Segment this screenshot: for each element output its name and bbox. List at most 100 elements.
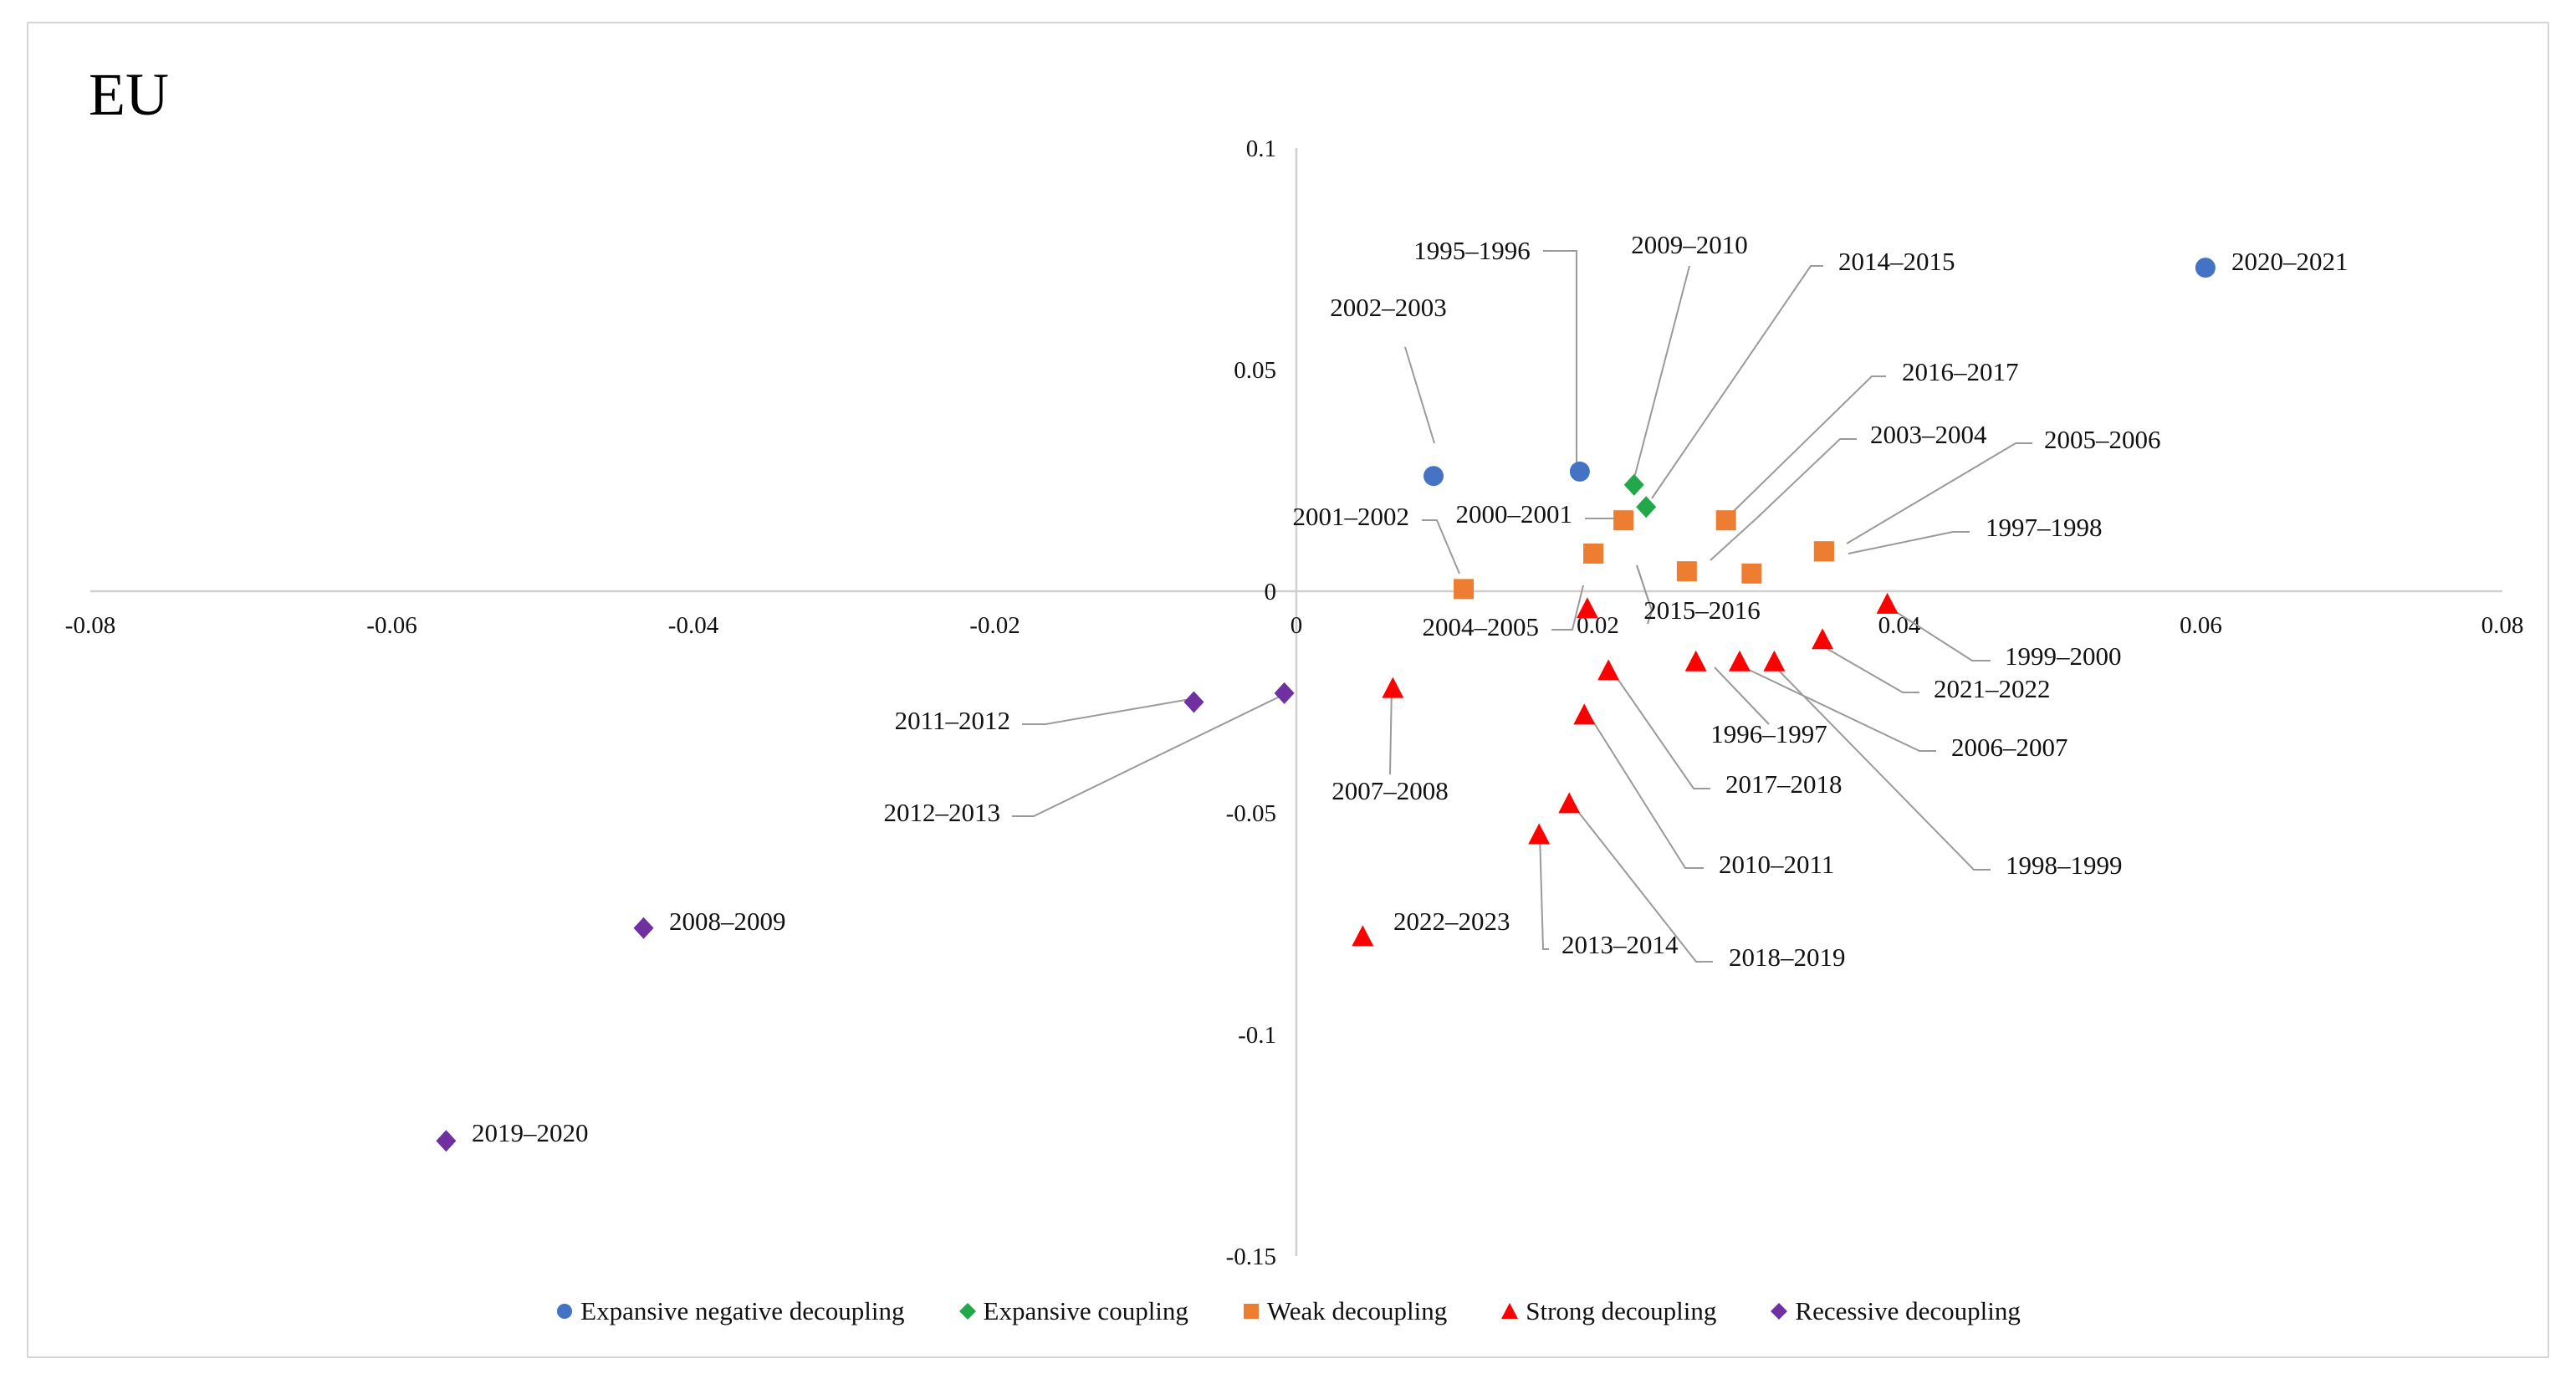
point-label: 2004–2005	[1423, 612, 1540, 641]
x-tick-label: -0.02	[969, 612, 1020, 639]
point-label: 2003–2004	[1870, 420, 1987, 449]
x-tick-label: 0.06	[2180, 612, 2222, 639]
data-point	[1613, 510, 1634, 531]
legend-swatch	[1501, 1303, 1519, 1319]
data-point	[1676, 561, 1697, 582]
data-point	[1274, 682, 1295, 704]
data-point	[1636, 496, 1657, 518]
point-label: 2022–2023	[1393, 907, 1510, 936]
leader-line	[1776, 668, 1991, 871]
point-label: 2010–2011	[1719, 850, 1834, 879]
point-label: 2012–2013	[884, 798, 1001, 827]
point-label: 2021–2022	[1934, 674, 2051, 703]
data-point	[1382, 677, 1404, 698]
data-point	[1876, 592, 1899, 614]
y-tick-label: 0	[1265, 579, 1277, 605]
point-label: 2013–2014	[1561, 930, 1679, 959]
point-label: 2015–2016	[1643, 595, 1761, 625]
point-label: 1995–1996	[1413, 236, 1531, 265]
point-label: 2017–2018	[1725, 769, 1843, 799]
x-tick-label: -0.06	[366, 612, 417, 639]
y-tick-label: -0.1	[1238, 1022, 1276, 1049]
x-tick-label: 0.04	[1878, 612, 1921, 639]
legend-item: Recessive decoupling	[1770, 1296, 2021, 1326]
point-label: 1997–1998	[1986, 513, 2103, 542]
legend-item: Expansive coupling	[958, 1296, 1188, 1326]
leader-line	[1714, 667, 1770, 725]
data-point	[1576, 597, 1598, 619]
legend-item: Weak decoupling	[1242, 1296, 1447, 1326]
legend-label: Expansive negative decoupling	[580, 1296, 905, 1325]
leader-line	[1846, 442, 2032, 544]
legend-label: Expansive coupling	[983, 1296, 1188, 1325]
leader-line	[1022, 698, 1191, 725]
leader-line	[1636, 564, 1653, 625]
x-tick-label: 0.08	[2481, 612, 2524, 639]
point-label: 2019–2020	[472, 1118, 589, 1147]
legend-swatch	[1243, 1304, 1259, 1319]
leader-line	[1543, 250, 1577, 468]
point-label: 2011–2012	[895, 706, 1010, 735]
data-point	[436, 1130, 457, 1152]
point-label: 2008–2009	[669, 907, 786, 936]
leader-line	[1404, 346, 1435, 444]
legend-swatch	[557, 1304, 573, 1319]
leader-line	[1885, 605, 1991, 661]
data-point	[1728, 650, 1751, 672]
point-label: 2016–2017	[1902, 357, 2019, 386]
y-tick-label: 0.1	[1246, 135, 1276, 162]
data-point	[1623, 473, 1644, 496]
leader-line	[1012, 693, 1285, 817]
point-label: 2020–2021	[2231, 247, 2349, 276]
leader-line	[1539, 833, 1549, 950]
data-point	[1558, 792, 1581, 814]
data-point	[1684, 650, 1707, 672]
point-label: 2005–2006	[2044, 425, 2161, 454]
data-point	[1454, 579, 1475, 600]
y-tick-label: 0.05	[1234, 357, 1276, 384]
leader-line	[1848, 531, 1970, 554]
data-point	[1715, 510, 1736, 531]
leader-line	[1612, 671, 1710, 789]
legend-label: Strong decoupling	[1526, 1296, 1717, 1325]
y-tick-label: -0.05	[1226, 800, 1276, 827]
legend-swatch	[1771, 1303, 1788, 1320]
y-tick-label: -0.15	[1226, 1244, 1276, 1270]
x-tick-label: -0.04	[668, 612, 719, 639]
x-tick-label: -0.08	[65, 612, 115, 639]
data-point	[1597, 659, 1620, 681]
data-point	[2195, 258, 2216, 278]
leader-line	[1551, 585, 1584, 631]
legend-label: Recessive decoupling	[1795, 1296, 2021, 1325]
legend-swatch	[958, 1303, 976, 1320]
point-label: 2018–2019	[1729, 942, 1846, 972]
data-point	[1583, 543, 1604, 564]
data-point	[1569, 461, 1590, 482]
data-point	[1741, 563, 1762, 584]
point-label: 2000–2001	[1456, 499, 1573, 529]
leader-line	[1389, 685, 1393, 775]
chart-legend: Expansive negative decoupling Expansive c…	[0, 1296, 2576, 1326]
point-label: 1998–1999	[2006, 850, 2123, 880]
data-point	[1183, 691, 1204, 713]
data-point	[1812, 628, 1834, 650]
data-point	[633, 917, 654, 939]
data-point	[1573, 703, 1596, 725]
point-label: 2007–2008	[1331, 776, 1449, 805]
point-label: 1996–1997	[1710, 719, 1827, 748]
point-label: 2002–2003	[1330, 293, 1447, 322]
leader-line	[1588, 714, 1704, 869]
point-label: 2009–2010	[1631, 230, 1748, 259]
data-point	[1528, 823, 1551, 845]
leader-line	[1651, 265, 1823, 499]
legend-item: Strong decoupling	[1500, 1296, 1716, 1326]
legend-item: Expansive negative decoupling	[555, 1296, 905, 1326]
leader-line	[1634, 265, 1690, 476]
leader-line	[1569, 800, 1713, 963]
leader-line	[1422, 519, 1460, 575]
data-point	[1813, 541, 1834, 562]
leader-line	[1730, 375, 1886, 515]
point-label: 2001–2002	[1293, 502, 1410, 531]
data-point	[1352, 925, 1374, 947]
